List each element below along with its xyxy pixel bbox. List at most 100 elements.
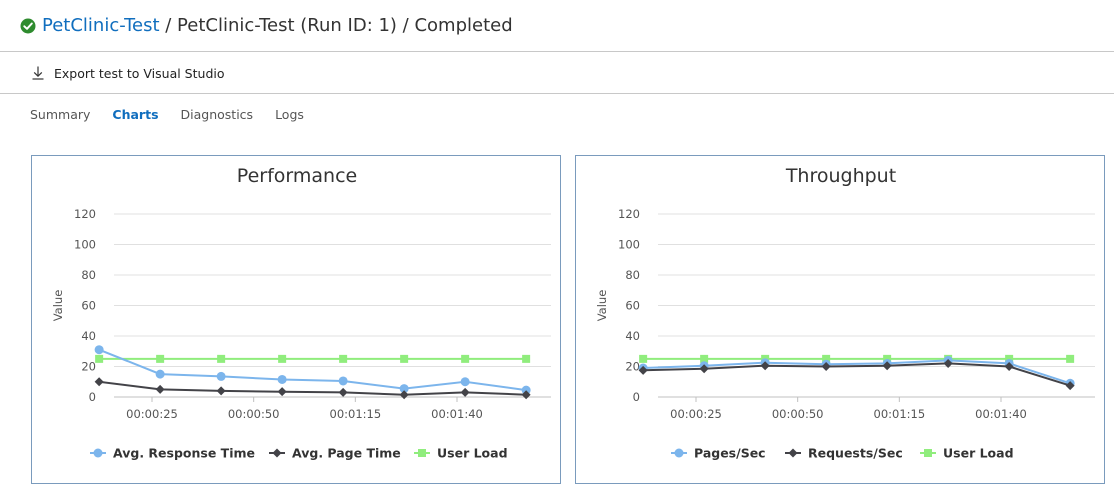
y-tick-label: 0 — [89, 390, 96, 404]
data-point — [94, 345, 104, 355]
data-point — [1005, 354, 1014, 363]
tab-summary[interactable]: Summary — [30, 106, 91, 122]
performance-chart: Performance 0 20 40 60 80 100 120 Value 00:00:25 0… — [31, 155, 561, 484]
data-point — [461, 354, 470, 363]
y-tick-label: 80 — [81, 268, 96, 282]
tab-charts[interactable]: Charts — [112, 106, 159, 122]
legend-item[interactable]: User Load — [943, 446, 1014, 461]
data-point — [94, 377, 104, 387]
data-point — [217, 354, 226, 363]
data-point — [277, 374, 287, 384]
data-point — [216, 371, 226, 381]
export-label: Export test to Visual Studio — [54, 65, 225, 81]
throughput-chart: Throughput 0 20 40 60 80 100 120 Value 00:00:25 00… — [575, 155, 1105, 484]
tab-diagnostics[interactable]: Diagnostics — [180, 106, 254, 122]
x-tick-label: 00:01:40 — [431, 407, 483, 421]
y-tick-label: 100 — [618, 238, 640, 252]
data-point — [155, 384, 165, 394]
data-point — [822, 354, 831, 363]
x-tick-label: 00:00:25 — [126, 407, 178, 421]
data-point — [522, 354, 531, 363]
legend-item[interactable]: Pages/Sec — [694, 446, 766, 461]
chart-title: Performance — [237, 165, 357, 187]
toolbar: Export test to Visual Studio — [0, 53, 1114, 94]
y-tick-label: 120 — [618, 207, 640, 221]
y-tick-label: 100 — [74, 238, 96, 252]
data-point — [399, 384, 409, 394]
data-point — [156, 354, 165, 363]
y-tick-label: 80 — [625, 268, 640, 282]
legend-item[interactable]: Requests/Sec — [808, 446, 903, 461]
x-tick-label: 00:01:15 — [330, 407, 382, 421]
project-link[interactable]: PetClinic-Test — [42, 15, 160, 36]
data-point — [638, 365, 648, 375]
legend-marker — [924, 449, 932, 457]
legend-marker — [788, 448, 798, 458]
data-point — [883, 354, 892, 363]
data-point — [821, 362, 831, 371]
series-line — [98, 348, 527, 392]
chart-svg: Performance 0 20 40 60 80 100 120 Value 00:00:25 0… — [51, 165, 551, 461]
data-point — [521, 385, 531, 395]
legend-item[interactable]: User Load — [437, 446, 508, 461]
legend-marker — [418, 449, 426, 457]
x-tick-label: 00:01:15 — [874, 407, 926, 421]
data-point — [882, 361, 892, 371]
data-point — [278, 354, 287, 363]
x-tick-label: 00:00:25 — [670, 407, 722, 421]
y-tick-label: 40 — [81, 329, 96, 343]
data-point — [700, 354, 709, 363]
breadcrumb: PetClinic-Test / PetClinic-Test (Run ID:… — [0, 0, 1114, 52]
data-point — [216, 386, 226, 396]
data-point — [338, 376, 348, 386]
x-tick-label: 00:00:50 — [772, 407, 824, 421]
data-point — [155, 369, 165, 379]
data-point — [760, 361, 770, 371]
y-tick-label: 20 — [625, 360, 640, 374]
data-point — [943, 358, 953, 368]
data-point — [699, 364, 709, 374]
legend-marker — [674, 448, 684, 458]
y-tick-label: 20 — [81, 360, 96, 374]
x-tick-label: 00:00:50 — [228, 407, 280, 421]
tab-bar: Summary Charts Diagnostics Logs — [30, 104, 326, 124]
series-line — [643, 362, 1071, 387]
data-point — [1004, 362, 1014, 371]
x-tick-label: 00:01:40 — [975, 407, 1027, 421]
y-tick-label: 60 — [81, 299, 96, 313]
data-point — [339, 354, 348, 363]
breadcrumb-separator: / — [396, 15, 415, 36]
data-point — [1065, 381, 1075, 391]
legend-item[interactable]: Avg. Page Time — [292, 446, 401, 461]
y-tick-label: 60 — [625, 299, 640, 313]
data-point — [399, 390, 409, 400]
legend-item[interactable]: Avg. Response Time — [113, 446, 255, 461]
y-tick-label: 120 — [74, 207, 96, 221]
series-line — [643, 359, 1071, 385]
data-point — [460, 387, 470, 397]
y-axis-title: Value — [51, 290, 65, 322]
chart-title: Throughput — [785, 165, 896, 187]
y-tick-label: 40 — [625, 329, 640, 343]
data-point — [1066, 354, 1075, 363]
breadcrumb-separator: / — [159, 15, 178, 36]
export-to-visual-studio-button[interactable]: Export test to Visual Studio — [30, 65, 225, 81]
check-circle-icon — [20, 18, 36, 33]
chart-svg: Throughput 0 20 40 60 80 100 120 Value 00:00:25 00… — [595, 165, 1095, 461]
legend-marker — [93, 448, 103, 458]
data-point — [277, 387, 287, 397]
data-point — [521, 390, 531, 400]
y-axis-title: Value — [595, 290, 609, 322]
status-text: Completed — [414, 15, 513, 36]
data-point — [460, 377, 470, 387]
data-point — [400, 354, 409, 363]
legend-marker — [272, 448, 282, 458]
download-icon — [32, 66, 44, 80]
data-point — [95, 354, 104, 363]
data-point — [338, 387, 348, 397]
run-title: PetClinic-Test (Run ID: 1) — [177, 15, 397, 36]
y-tick-label: 0 — [633, 390, 640, 404]
data-point — [639, 354, 648, 363]
series-line — [98, 380, 527, 396]
tab-logs[interactable]: Logs — [275, 106, 304, 122]
